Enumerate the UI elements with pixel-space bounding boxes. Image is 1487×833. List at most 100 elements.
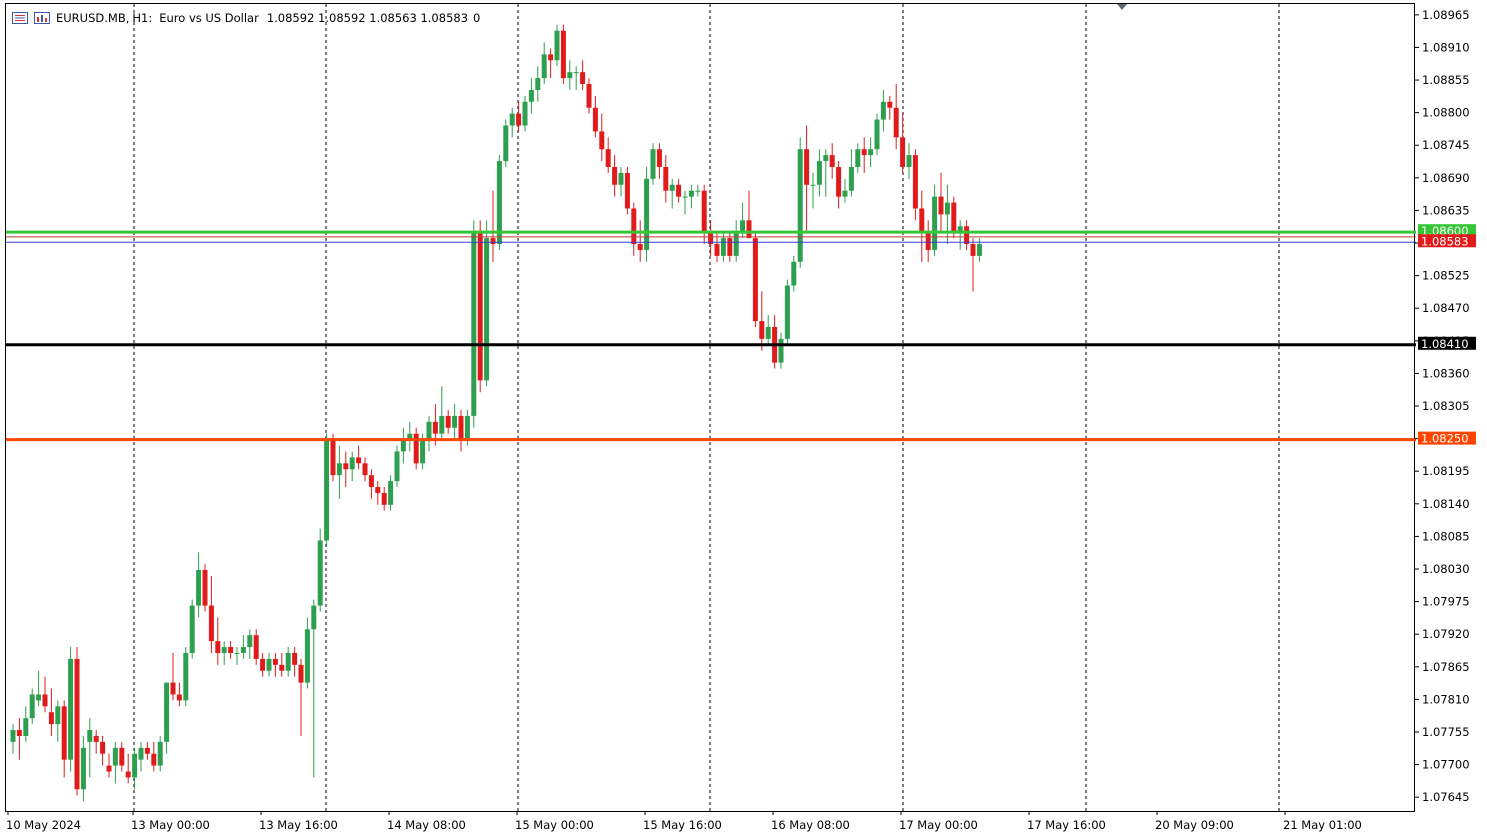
candle xyxy=(612,155,618,197)
price-tick-label: 1.08030 xyxy=(1422,562,1470,576)
candle-body xyxy=(701,190,707,233)
candle xyxy=(925,220,931,262)
candle-body xyxy=(170,682,176,695)
candle-body xyxy=(637,244,643,250)
candle xyxy=(906,143,912,179)
candle-body xyxy=(567,72,573,79)
candle xyxy=(874,113,880,156)
candle-body xyxy=(804,149,810,185)
candle-body xyxy=(964,226,970,245)
price-tag-green xyxy=(1418,224,1476,238)
candle xyxy=(900,113,906,173)
price-axis[interactable]: 1.08965 1.08910 1.08855 1.08800 1.08745 1.086… xyxy=(1407,0,1487,833)
candle-body xyxy=(900,137,906,167)
candle xyxy=(848,149,854,197)
time-tick-label: 15 May 00:00 xyxy=(515,818,594,832)
candle-body xyxy=(221,647,227,653)
candle xyxy=(439,386,445,440)
candle-body xyxy=(151,753,157,766)
time-axis[interactable]: 10 May 2024 13 May 00:00 13 May 16:00 14 Ma… xyxy=(0,811,1410,833)
candle xyxy=(868,137,874,167)
candle xyxy=(311,599,317,778)
candle-body xyxy=(759,321,765,339)
chart-window-icon[interactable] xyxy=(34,12,50,24)
candle xyxy=(29,688,35,725)
candle-body xyxy=(426,421,432,440)
candlestick-chart[interactable] xyxy=(6,4,1416,813)
candle-body xyxy=(669,184,675,191)
candle-body xyxy=(855,149,861,167)
candle-body xyxy=(784,285,790,339)
candle-body xyxy=(618,172,624,185)
candle-body xyxy=(535,78,541,90)
chart-area[interactable] xyxy=(5,3,1416,813)
candle xyxy=(234,647,240,665)
candle xyxy=(816,149,822,197)
candle-body xyxy=(106,765,112,772)
candle xyxy=(170,652,176,701)
candle xyxy=(836,161,842,209)
candle-body xyxy=(266,658,272,671)
time-tick-label: 17 May 16:00 xyxy=(1027,818,1106,832)
candle xyxy=(676,178,682,203)
time-tick-label: 10 May 2024 xyxy=(6,818,81,832)
candle xyxy=(426,415,432,452)
candle-body xyxy=(599,131,605,150)
candle-body xyxy=(272,658,278,665)
price-tick-label: 1.08085 xyxy=(1422,529,1470,543)
candle xyxy=(938,172,944,233)
candle xyxy=(919,190,925,262)
candle xyxy=(893,84,899,150)
time-tick-label: 13 May 16:00 xyxy=(259,818,338,832)
candle-body xyxy=(765,327,771,339)
time-tick-label: 20 May 09:00 xyxy=(1155,818,1234,832)
candle xyxy=(548,48,554,79)
candle-body xyxy=(644,178,650,250)
candle xyxy=(151,741,157,772)
candle xyxy=(580,60,586,90)
candle-body xyxy=(93,735,99,742)
price-tick-label: 1.07865 xyxy=(1422,660,1470,674)
price-tick-label: 1.08305 xyxy=(1422,399,1470,413)
candle xyxy=(247,629,253,659)
trading-menu-icon[interactable] xyxy=(12,12,28,24)
candle-body xyxy=(330,439,336,476)
candle xyxy=(23,706,29,742)
candle xyxy=(55,700,61,742)
candle-body xyxy=(746,220,752,239)
candle-body xyxy=(688,190,694,197)
candle-body xyxy=(477,232,483,381)
candle xyxy=(285,647,291,677)
candle xyxy=(477,220,483,393)
candle xyxy=(400,427,406,464)
price-tick-label: 1.07920 xyxy=(1422,627,1470,641)
candle xyxy=(375,481,381,505)
candle-body xyxy=(682,196,688,198)
candle xyxy=(804,125,810,233)
candle xyxy=(970,238,976,292)
candle-body xyxy=(906,155,912,167)
candle-body xyxy=(791,261,797,286)
price-tick-label: 1.07755 xyxy=(1422,725,1470,739)
candle-body xyxy=(61,706,67,760)
candle xyxy=(842,178,848,203)
price-tag-current xyxy=(1418,234,1476,248)
candle-body xyxy=(868,149,874,156)
candle xyxy=(253,629,259,665)
candle xyxy=(407,421,413,452)
candle-body xyxy=(733,232,739,256)
candle-body xyxy=(740,220,746,233)
candle xyxy=(164,682,170,754)
volume-value: 0 xyxy=(473,11,481,25)
price-tick-label: 1.08525 xyxy=(1422,269,1470,283)
price-tick-label: 1.08140 xyxy=(1422,497,1470,511)
candle xyxy=(16,718,22,760)
candle-body xyxy=(183,652,189,701)
candle xyxy=(567,60,573,90)
candle xyxy=(336,445,342,499)
candle xyxy=(528,78,534,114)
candle xyxy=(669,178,675,209)
candle-body xyxy=(522,101,528,126)
candle-body xyxy=(176,694,182,701)
candle-body xyxy=(631,208,637,245)
